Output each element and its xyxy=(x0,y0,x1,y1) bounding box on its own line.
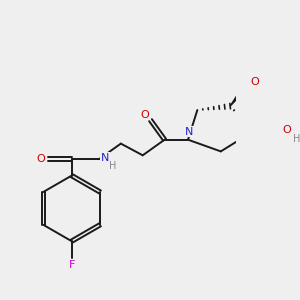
Text: O: O xyxy=(37,154,46,164)
Text: H: H xyxy=(293,134,300,144)
Text: H: H xyxy=(109,161,117,171)
Polygon shape xyxy=(230,82,250,106)
Text: N: N xyxy=(101,153,110,163)
Text: F: F xyxy=(68,260,75,270)
Text: O: O xyxy=(141,110,149,120)
Text: O: O xyxy=(250,77,259,87)
Polygon shape xyxy=(254,128,281,134)
Text: O: O xyxy=(283,125,292,135)
Text: N: N xyxy=(184,127,193,137)
